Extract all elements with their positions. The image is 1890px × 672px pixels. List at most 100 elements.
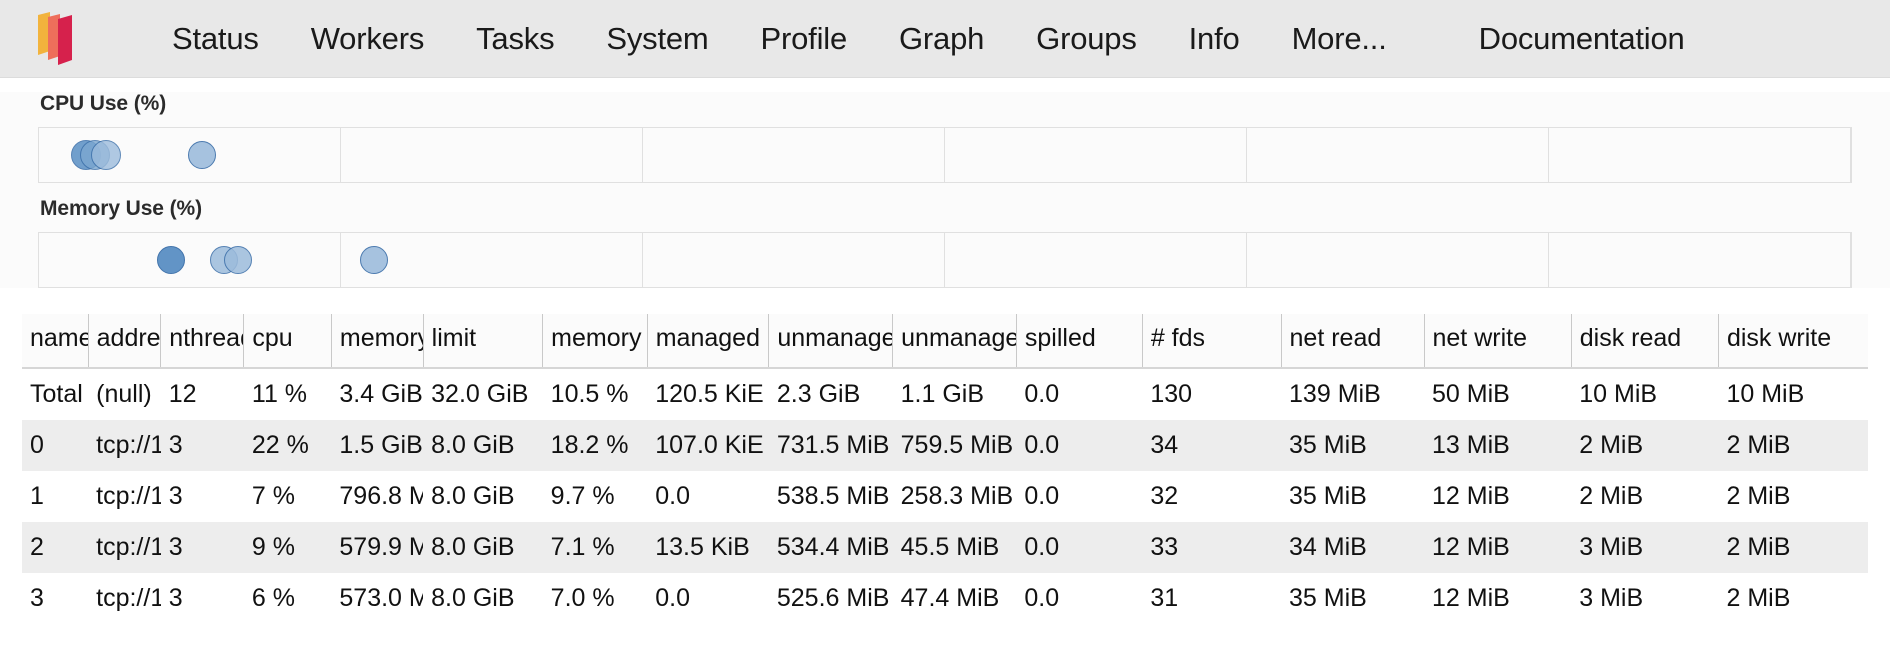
nav-item-status[interactable]: Status: [172, 20, 259, 56]
table-cell: 0.0: [655, 584, 690, 612]
column-header-spilled[interactable]: spilled: [1016, 314, 1143, 369]
column-header-disk-read[interactable]: disk read: [1571, 314, 1719, 369]
table-cell: 2.3 GiB: [776, 380, 861, 408]
column-header-disk-write[interactable]: disk write: [1718, 314, 1868, 369]
nav-item-system[interactable]: System: [606, 20, 709, 56]
table-cell: 8.0 GiB: [431, 584, 515, 612]
table-cell: tcp://1: [96, 584, 161, 612]
table-cell: 35 MiB: [1289, 431, 1367, 459]
table-cell: tcp://1: [96, 431, 161, 459]
table-cell: 35 MiB: [1289, 482, 1367, 510]
table-cell: 35 MiB: [1289, 584, 1367, 612]
column-header-limit[interactable]: limit: [423, 314, 544, 369]
column-header-net-write[interactable]: net write: [1424, 314, 1572, 369]
column-header-unmanage[interactable]: unmanage: [892, 314, 1017, 369]
nav-item-workers[interactable]: Workers: [310, 20, 425, 56]
plot-cell: [643, 233, 945, 287]
table-cell: 2 MiB: [1726, 533, 1791, 561]
table-cell: 12: [168, 380, 197, 408]
table-cell: 8.0 GiB: [431, 431, 515, 459]
table-cell: 1: [30, 482, 44, 510]
table-cell: 7 %: [251, 482, 295, 510]
column-header-memory[interactable]: memory: [331, 314, 424, 369]
nav-item-documentation[interactable]: Documentation: [1478, 20, 1685, 56]
nav-item-groups[interactable]: Groups: [1036, 20, 1137, 56]
table-cell: 139 MiB: [1289, 380, 1381, 408]
plots-area: CPU Use (%) Memory Use (%): [0, 92, 1890, 288]
table-cell: 573.0 M: [339, 584, 424, 612]
table-cell: 9.7 %: [550, 482, 615, 510]
nav-item-tasks[interactable]: Tasks: [476, 20, 555, 56]
table-row[interactable]: 2 tcp://1 3 9 % 579.9 M 8.0 GiB 7.1 % 13.5 KiB 5…: [22, 522, 1868, 573]
cpu-use-plot[interactable]: [38, 127, 1852, 183]
plot-cell: [1247, 233, 1549, 287]
table-cell: 107.0 KiE: [655, 431, 764, 459]
table-cell: 538.5 MiB: [776, 482, 890, 510]
table-cell: 22 %: [251, 431, 309, 459]
plot-cell: [945, 128, 1247, 182]
column-header-addre[interactable]: addre: [88, 314, 162, 369]
table-cell: 3 MiB: [1579, 533, 1644, 561]
column-header-memory[interactable]: memory: [542, 314, 648, 369]
table-cell: 18.2 %: [550, 431, 629, 459]
table-cell: 11 %: [251, 380, 308, 408]
table-cell: 731.5 MiB: [776, 431, 890, 459]
table-header-row: nameaddrenthreadcpumemorylimitmemorymana…: [22, 314, 1868, 369]
plot-cell: [1549, 233, 1851, 287]
table-cell: 759.5 MiB: [900, 431, 1014, 459]
nav-links: Status Workers Tasks System Profile Grap…: [146, 21, 1711, 57]
nav-item-more[interactable]: More...: [1291, 20, 1387, 56]
table-cell: 534.4 MiB: [776, 533, 890, 561]
nav-item-graph[interactable]: Graph: [899, 20, 985, 56]
nav-item-info[interactable]: Info: [1188, 20, 1240, 56]
table-cell: 1.5 GiB: [339, 431, 423, 459]
cpu-use-title: CPU Use (%): [40, 92, 167, 115]
dask-logo-icon[interactable]: [26, 11, 84, 67]
column-header--fds[interactable]: # fds: [1142, 314, 1282, 369]
table-cell: 2 MiB: [1579, 482, 1644, 510]
table-cell: 0: [30, 431, 44, 459]
table-cell: 9 %: [251, 533, 295, 561]
plot-cell: [341, 233, 643, 287]
table-cell: 3: [168, 533, 183, 561]
table-row[interactable]: Total (null) 12 11 % 3.4 GiB 32.0 GiB 10.5 % 12…: [22, 368, 1868, 420]
table-cell: 50 MiB: [1432, 380, 1510, 408]
column-header-nthread[interactable]: nthread: [160, 314, 245, 369]
table-cell: 0.0: [1024, 533, 1060, 561]
table-row[interactable]: 0 tcp://1 3 22 % 1.5 GiB 8.0 GiB 18.2 % 107.0 K…: [22, 420, 1868, 471]
column-header-name[interactable]: name: [22, 314, 89, 369]
column-header-cpu[interactable]: cpu: [243, 314, 332, 369]
table-cell: 8.0 GiB: [431, 482, 515, 510]
table-row[interactable]: 3 tcp://1 3 6 % 573.0 M 8.0 GiB 7.0 % 0.0 525.6 …: [22, 573, 1868, 624]
nav-item-profile[interactable]: Profile: [760, 20, 848, 56]
table-cell: 3: [168, 431, 183, 459]
table-cell: 120.5 KiE: [655, 380, 764, 408]
table-cell: 32.0 GiB: [431, 380, 529, 408]
memory-use-plot[interactable]: [38, 232, 1852, 288]
plot-cell: [39, 233, 341, 287]
table-cell: 12 MiB: [1432, 584, 1510, 612]
table-cell: 12 MiB: [1432, 533, 1510, 561]
workers-table-container: nameaddrenthreadcpumemorylimitmemorymana…: [0, 314, 1890, 624]
table-cell: tcp://1: [96, 482, 161, 510]
table-cell: 3.4 GiB: [339, 380, 423, 408]
table-cell: 3: [30, 584, 44, 612]
table-cell: 0.0: [655, 482, 690, 510]
table-cell: tcp://1: [96, 533, 161, 561]
column-header-net-read[interactable]: net read: [1281, 314, 1425, 369]
memory-use-title: Memory Use (%): [40, 197, 202, 220]
table-cell: 2 MiB: [1726, 584, 1791, 612]
table-cell: 8.0 GiB: [431, 533, 515, 561]
table-cell: 2: [30, 533, 44, 561]
table-cell: 0.0: [1024, 431, 1060, 459]
table-cell: 2 MiB: [1726, 431, 1791, 459]
plot-cell: [1549, 128, 1851, 182]
table-cell: 10 MiB: [1579, 380, 1658, 408]
plot-cell: [945, 233, 1247, 287]
table-cell: 10 MiB: [1726, 380, 1805, 408]
table-cell: 45.5 MiB: [900, 533, 1000, 561]
table-cell: 7.1 %: [550, 533, 615, 561]
column-header-unmanage[interactable]: unmanage: [768, 314, 894, 369]
table-row[interactable]: 1 tcp://1 3 7 % 796.8 M 8.0 GiB 9.7 % 0.0 538.5 …: [22, 471, 1868, 522]
column-header-managed[interactable]: managed: [647, 314, 770, 369]
